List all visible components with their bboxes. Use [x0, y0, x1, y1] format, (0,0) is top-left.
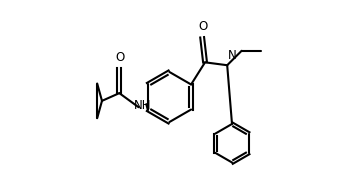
- Text: O: O: [198, 20, 208, 33]
- Text: NH: NH: [134, 99, 151, 112]
- Text: N: N: [228, 49, 237, 62]
- Text: O: O: [116, 51, 125, 64]
